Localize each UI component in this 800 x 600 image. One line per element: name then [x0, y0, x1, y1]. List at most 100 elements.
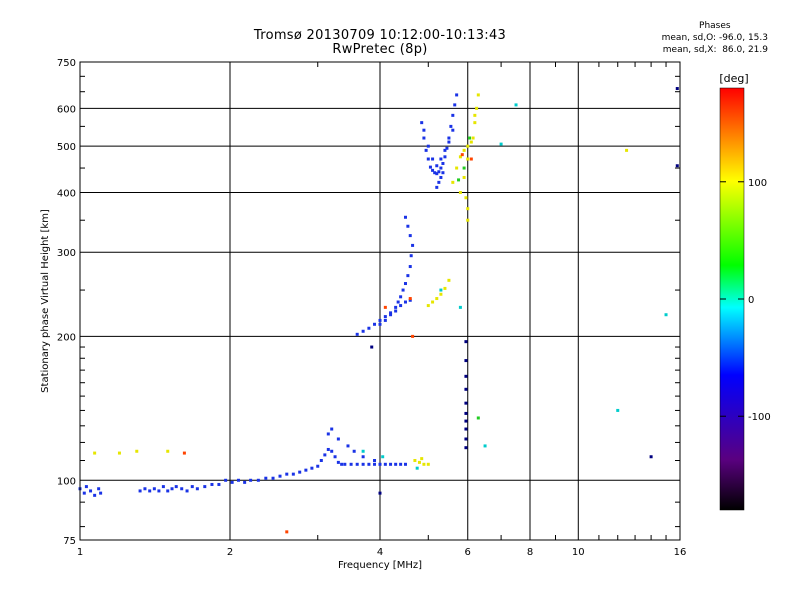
- data-point: [161, 485, 165, 489]
- plot-frame: [79, 61, 681, 541]
- data-point: [464, 419, 468, 423]
- colorbar-ticks: 100 0 -100: [720, 178, 771, 423]
- data-point: [675, 164, 679, 168]
- data-point: [389, 313, 393, 317]
- data-point: [389, 462, 393, 466]
- data-point: [443, 155, 447, 159]
- data-point: [378, 491, 382, 495]
- data-point: [439, 157, 443, 161]
- data-point: [415, 466, 419, 470]
- data-point: [403, 462, 407, 466]
- data-point: [373, 322, 377, 326]
- data-point: [399, 295, 403, 299]
- data-point: [330, 449, 334, 453]
- x-tick-label: 2: [227, 547, 233, 558]
- data-point: [298, 470, 302, 474]
- data-point: [346, 444, 350, 448]
- data-point: [441, 161, 445, 165]
- data-point: [649, 455, 653, 459]
- data-point: [437, 180, 441, 184]
- data-point: [355, 332, 359, 336]
- colorbar-tick-label: -100: [748, 412, 771, 423]
- data-point: [471, 136, 475, 140]
- data-point: [469, 140, 473, 144]
- data-point: [451, 113, 455, 117]
- data-point: [499, 142, 503, 146]
- y-tick-label: 300: [57, 248, 76, 259]
- data-point: [403, 215, 407, 219]
- y-tick-label: 200: [57, 332, 76, 343]
- data-point: [435, 297, 439, 301]
- data-point: [424, 148, 428, 152]
- data-point: [383, 315, 387, 319]
- data-point: [464, 374, 468, 378]
- data-point: [381, 455, 385, 459]
- colorbar: [deg] 100 0 -100: [719, 72, 771, 511]
- data-point: [462, 175, 466, 179]
- data-point: [383, 462, 387, 466]
- data-point: [466, 157, 470, 161]
- data-point: [420, 457, 424, 461]
- data-point: [451, 180, 455, 184]
- data-point: [475, 106, 479, 110]
- data-point: [148, 489, 152, 493]
- data-point: [445, 146, 449, 150]
- axis-ticks: 1 2 4 6 8 10 16 75 100 200 300 400 500 600 750: [57, 58, 686, 558]
- data-point: [431, 300, 435, 304]
- data-point: [349, 462, 353, 466]
- data-point: [174, 485, 178, 489]
- data-point: [152, 487, 156, 491]
- data-point: [135, 449, 139, 453]
- data-point: [224, 478, 228, 482]
- data-point: [361, 455, 365, 459]
- data-point: [166, 489, 170, 493]
- data-point: [422, 128, 426, 132]
- data-point: [323, 453, 327, 457]
- x-tick-label: 16: [674, 547, 687, 558]
- y-tick-label: 750: [57, 58, 76, 69]
- data-point: [304, 468, 308, 472]
- data-point: [406, 274, 410, 278]
- data-point: [355, 462, 359, 466]
- data-point: [249, 478, 253, 482]
- data-point: [675, 87, 679, 91]
- data-point: [458, 190, 462, 194]
- data-point: [389, 311, 393, 315]
- data-point: [476, 416, 480, 420]
- data-point: [117, 451, 121, 455]
- data-point: [138, 489, 142, 493]
- data-point: [185, 489, 189, 493]
- data-point: [439, 292, 443, 296]
- y-axis-label: Stationary phase Virtual Height [km]: [40, 209, 51, 393]
- data-point: [396, 300, 400, 304]
- x-tick-label: 1: [77, 547, 83, 558]
- data-point: [373, 462, 377, 466]
- data-point: [230, 480, 234, 484]
- data-point: [378, 318, 382, 322]
- data-point: [99, 491, 103, 495]
- y-tick-label: 75: [63, 536, 76, 547]
- data-point: [457, 178, 461, 182]
- data-point: [431, 157, 435, 161]
- data-point: [326, 447, 330, 451]
- data-point: [256, 478, 260, 482]
- data-point: [399, 462, 403, 466]
- data-point: [464, 437, 468, 441]
- data-point: [408, 265, 412, 269]
- y-tick-label: 600: [57, 104, 76, 115]
- data-point: [464, 411, 468, 415]
- data-point: [408, 297, 412, 301]
- data-point: [468, 136, 472, 140]
- data-point: [399, 304, 403, 308]
- data-point: [195, 487, 199, 491]
- data-point: [409, 254, 413, 258]
- x-tick-label: 8: [527, 547, 533, 558]
- data-point: [336, 437, 340, 441]
- data-point: [451, 128, 455, 132]
- colorbar-tick-label: 100: [748, 178, 767, 189]
- grid-lines: [80, 62, 680, 540]
- data-point: [408, 234, 412, 238]
- data-point: [464, 359, 468, 363]
